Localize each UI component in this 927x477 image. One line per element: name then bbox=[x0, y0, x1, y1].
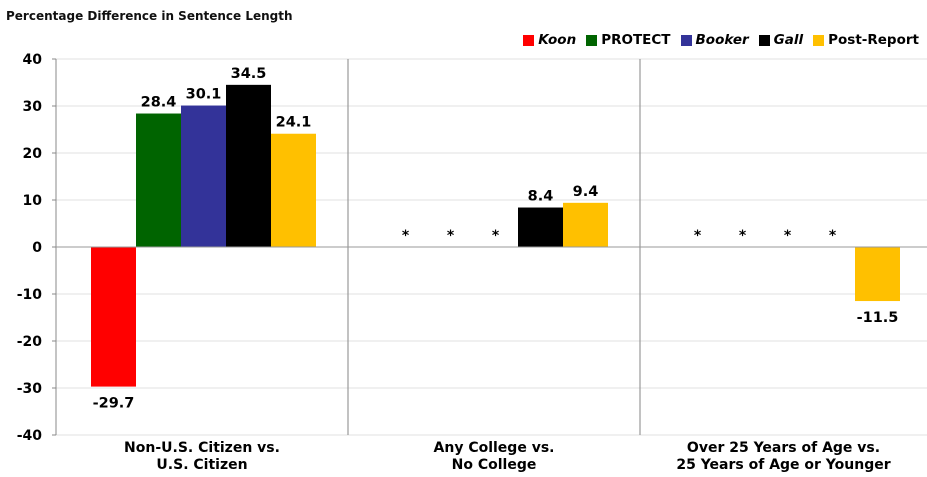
bar bbox=[563, 202, 608, 247]
bar bbox=[855, 247, 900, 302]
data-label: -29.7 bbox=[93, 396, 135, 412]
y-tick-label: -30 bbox=[17, 381, 43, 397]
bar bbox=[181, 105, 226, 247]
data-label: -11.5 bbox=[857, 310, 899, 326]
bar bbox=[518, 207, 563, 247]
bar bbox=[271, 133, 316, 247]
legend-swatch bbox=[813, 34, 825, 46]
legend-item: Booker bbox=[680, 32, 749, 48]
missing-marker: * bbox=[829, 228, 837, 244]
missing-marker: * bbox=[402, 228, 410, 244]
missing-marker: * bbox=[447, 228, 455, 244]
bar bbox=[91, 247, 136, 387]
legend-item: Koon bbox=[523, 32, 576, 48]
y-tick-label: -20 bbox=[17, 334, 43, 350]
data-label: 28.4 bbox=[141, 95, 177, 111]
y-tick-label: -40 bbox=[17, 428, 43, 444]
missing-marker: * bbox=[739, 228, 747, 244]
data-label: 8.4 bbox=[528, 189, 554, 205]
missing-marker: * bbox=[694, 228, 702, 244]
legend-swatch bbox=[586, 34, 598, 46]
legend-swatch bbox=[758, 34, 770, 46]
data-label: 30.1 bbox=[186, 87, 222, 103]
category-label: Over 25 Years of Age vs. 25 Years of Age… bbox=[676, 440, 891, 473]
missing-marker: * bbox=[784, 228, 792, 244]
legend-label: Booker bbox=[695, 32, 749, 48]
y-tick-label: 40 bbox=[23, 52, 43, 68]
legend-label: Gall bbox=[773, 32, 804, 48]
chart-title: Percentage Difference in Sentence Length bbox=[6, 9, 293, 23]
y-tick-label: 10 bbox=[23, 193, 43, 209]
legend-item: Post-Report bbox=[813, 32, 919, 48]
legend-item: Gall bbox=[758, 32, 804, 48]
y-tick-label: 0 bbox=[32, 240, 42, 256]
legend-label: Post-Report bbox=[828, 32, 919, 48]
missing-marker: * bbox=[492, 228, 500, 244]
bar bbox=[226, 84, 271, 247]
legend: Koon PROTECT Booker Gall Post-Report bbox=[523, 32, 919, 48]
category-label: Any College vs. No College bbox=[433, 440, 555, 473]
legend-item: PROTECT bbox=[586, 32, 671, 48]
y-tick-label: 20 bbox=[23, 146, 43, 162]
legend-swatch bbox=[680, 34, 692, 46]
y-tick-label: -10 bbox=[17, 287, 43, 303]
legend-label: PROTECT bbox=[601, 32, 671, 48]
bar bbox=[136, 113, 181, 248]
data-label: 9.4 bbox=[573, 184, 599, 200]
y-tick-label: 30 bbox=[23, 99, 43, 115]
legend-label: Koon bbox=[538, 32, 577, 48]
data-label: 24.1 bbox=[276, 115, 312, 131]
data-label: 34.5 bbox=[231, 66, 267, 82]
category-label: Non-U.S. Citizen vs. U.S. Citizen bbox=[124, 440, 280, 473]
legend-swatch bbox=[523, 34, 535, 46]
